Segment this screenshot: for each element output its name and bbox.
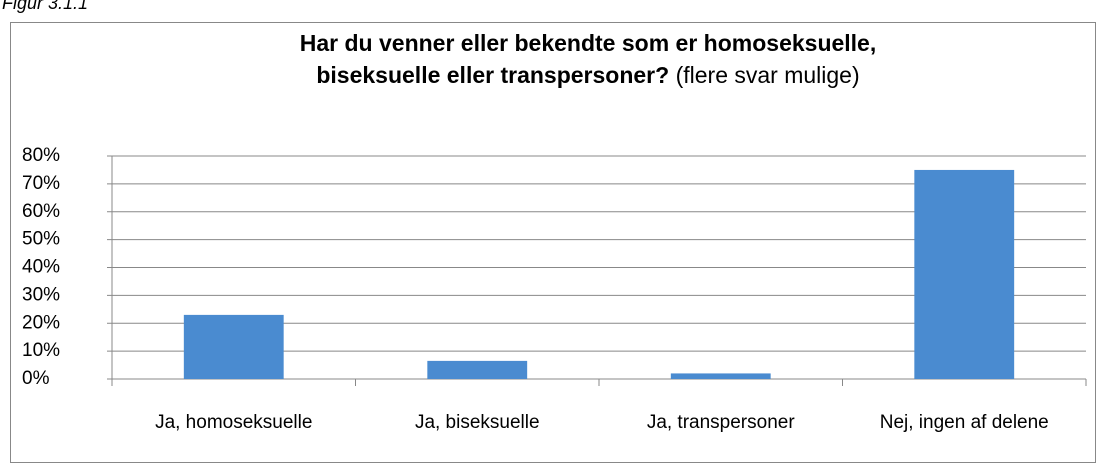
y-tick-label: 80% xyxy=(22,145,60,166)
chart-title: biseksuelle eller transpersoner? (flere … xyxy=(316,62,859,88)
bar xyxy=(914,169,1015,379)
y-tick-label: 30% xyxy=(22,284,60,305)
y-tick-label: 10% xyxy=(22,340,60,361)
chart-title: biseksuelle eller transpersoner? xyxy=(316,62,669,88)
bar xyxy=(183,314,284,379)
chart-subtitle: (flere svar mulige) xyxy=(676,62,860,88)
y-tick-label: 60% xyxy=(22,201,60,222)
y-tick-label: 20% xyxy=(22,312,60,333)
x-tick-label: Ja, transpersoner xyxy=(647,412,796,433)
chart-title: Har du venner eller bekendte som er homo… xyxy=(300,30,877,56)
x-tick-label: Nej, ingen af delene xyxy=(880,412,1049,433)
y-tick-label: 70% xyxy=(22,173,60,194)
x-tick-label: Ja, biseksuelle xyxy=(415,412,540,433)
figure-caption: Figur 3.1.1 xyxy=(2,0,88,13)
y-tick-label: 40% xyxy=(22,257,60,278)
x-tick-label: Ja, homoseksuelle xyxy=(155,412,312,433)
y-tick-label: 50% xyxy=(22,229,60,250)
y-tick-label: 0% xyxy=(22,368,50,389)
bar xyxy=(427,360,528,379)
bar xyxy=(670,373,771,379)
